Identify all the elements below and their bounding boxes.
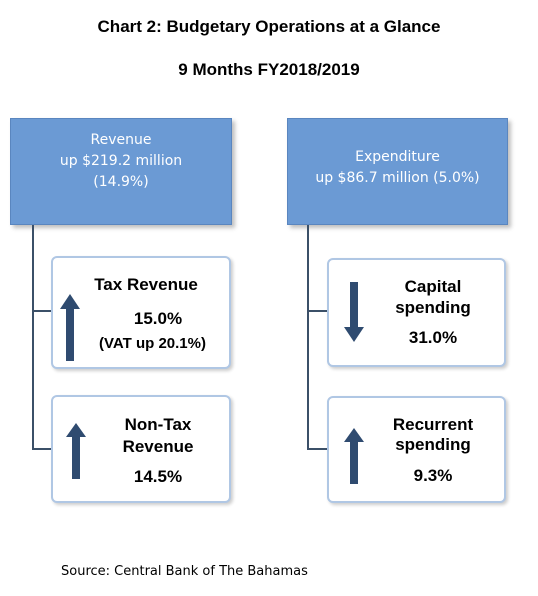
arrow-up-icon	[66, 423, 86, 479]
recurrent-spending-box: Recurrent spending 9.3%	[327, 396, 506, 503]
chart-subtitle: 9 Months FY2018/2019	[178, 60, 360, 79]
expenditure-connector-capital	[307, 310, 328, 312]
capital-spending-name-line2: spending	[395, 298, 471, 317]
expenditure-header-box: Expenditure up $86.7 million (5.0%)	[287, 118, 508, 225]
recurrent-spending-name-line2: spending	[395, 435, 471, 454]
recurrent-spending-value: 9.3%	[413, 466, 453, 485]
non-tax-revenue-box: Non-Tax Revenue 14.5%	[51, 395, 231, 503]
expenditure-connector-recurrent	[307, 448, 328, 450]
non-tax-revenue-name-line2: Revenue	[122, 437, 194, 456]
non-tax-revenue-value: 14.5%	[133, 467, 183, 486]
revenue-connector-vertical	[32, 225, 34, 450]
chart-title: Chart 2: Budgetary Operations at a Glanc…	[97, 17, 441, 36]
expenditure-label: Expenditure	[355, 149, 440, 165]
tax-revenue-value: 15.0%	[133, 309, 183, 328]
arrow-down-icon	[344, 282, 364, 342]
capital-spending-box: Capital spending 31.0%	[327, 258, 506, 367]
revenue-label: Revenue	[90, 132, 152, 148]
non-tax-revenue-name-line1: Non-Tax	[124, 415, 192, 434]
expenditure-connector-vertical	[307, 225, 309, 450]
revenue-connector-tax	[32, 310, 52, 312]
expenditure-change: up $86.7 million (5.0%)	[315, 170, 480, 186]
source-note: Source: Central Bank of The Bahamas	[61, 564, 308, 579]
tax-revenue-name: Tax Revenue	[94, 275, 198, 294]
capital-spending-name-line1: Capital	[404, 277, 462, 296]
arrow-up-icon	[60, 294, 80, 361]
revenue-percent: (14.9%)	[93, 174, 149, 190]
tax-revenue-box: Tax Revenue 15.0% (VAT up 20.1%)	[51, 256, 231, 369]
arrow-up-icon	[344, 428, 364, 484]
revenue-header-box: Revenue up $219.2 million (14.9%)	[10, 118, 232, 225]
revenue-connector-nontax	[32, 448, 52, 450]
revenue-change: up $219.2 million	[59, 153, 183, 169]
capital-spending-value: 31.0%	[408, 328, 458, 347]
recurrent-spending-name-line1: Recurrent	[392, 415, 474, 434]
vat-note: (VAT up 20.1%)	[99, 335, 206, 352]
